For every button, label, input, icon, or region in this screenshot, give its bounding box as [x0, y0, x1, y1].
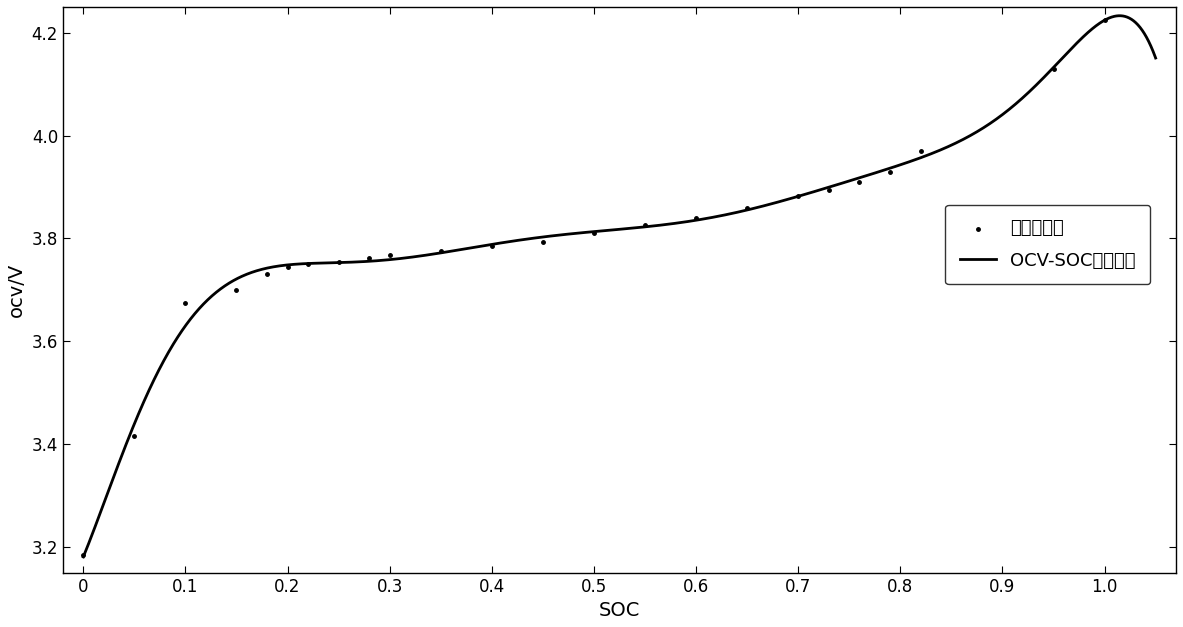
OCV-SOC拟合曲线: [569, 229, 583, 237]
实验数据点: [360, 253, 379, 263]
Line: OCV-SOC拟合曲线: OCV-SOC拟合曲线: [83, 16, 1156, 557]
X-axis label: SOC: SOC: [599, 601, 640, 620]
实验数据点: [851, 177, 870, 187]
OCV-SOC拟合曲线: [1149, 55, 1163, 62]
OCV-SOC拟合曲线: [1118, 13, 1132, 20]
实验数据点: [380, 250, 399, 260]
实验数据点: [635, 220, 654, 230]
OCV-SOC拟合曲线: [76, 553, 90, 561]
OCV-SOC拟合曲线: [131, 411, 146, 419]
OCV-SOC拟合曲线: [597, 227, 612, 234]
实验数据点: [738, 203, 757, 213]
OCV-SOC拟合曲线: [1112, 12, 1126, 19]
实验数据点: [278, 261, 297, 271]
实验数据点: [534, 237, 552, 247]
实验数据点: [73, 550, 92, 560]
实验数据点: [686, 213, 705, 223]
实验数据点: [432, 246, 451, 256]
实验数据点: [258, 270, 277, 280]
Y-axis label: ocv/V: ocv/V: [7, 263, 26, 317]
实验数据点: [584, 228, 603, 238]
实验数据点: [1045, 64, 1064, 74]
实验数据点: [298, 259, 317, 269]
实验数据点: [329, 256, 348, 266]
OCV-SOC拟合曲线: [1118, 13, 1132, 20]
实验数据点: [880, 167, 899, 177]
实验数据点: [125, 431, 144, 441]
实验数据点: [911, 146, 930, 156]
实验数据点: [1095, 15, 1114, 25]
Legend: 实验数据点, OCV-SOC拟合曲线: 实验数据点, OCV-SOC拟合曲线: [945, 205, 1150, 284]
实验数据点: [789, 191, 808, 201]
实验数据点: [176, 298, 195, 308]
实验数据点: [820, 184, 839, 194]
实验数据点: [227, 285, 246, 295]
OCV-SOC拟合曲线: [920, 151, 935, 159]
实验数据点: [483, 241, 502, 251]
